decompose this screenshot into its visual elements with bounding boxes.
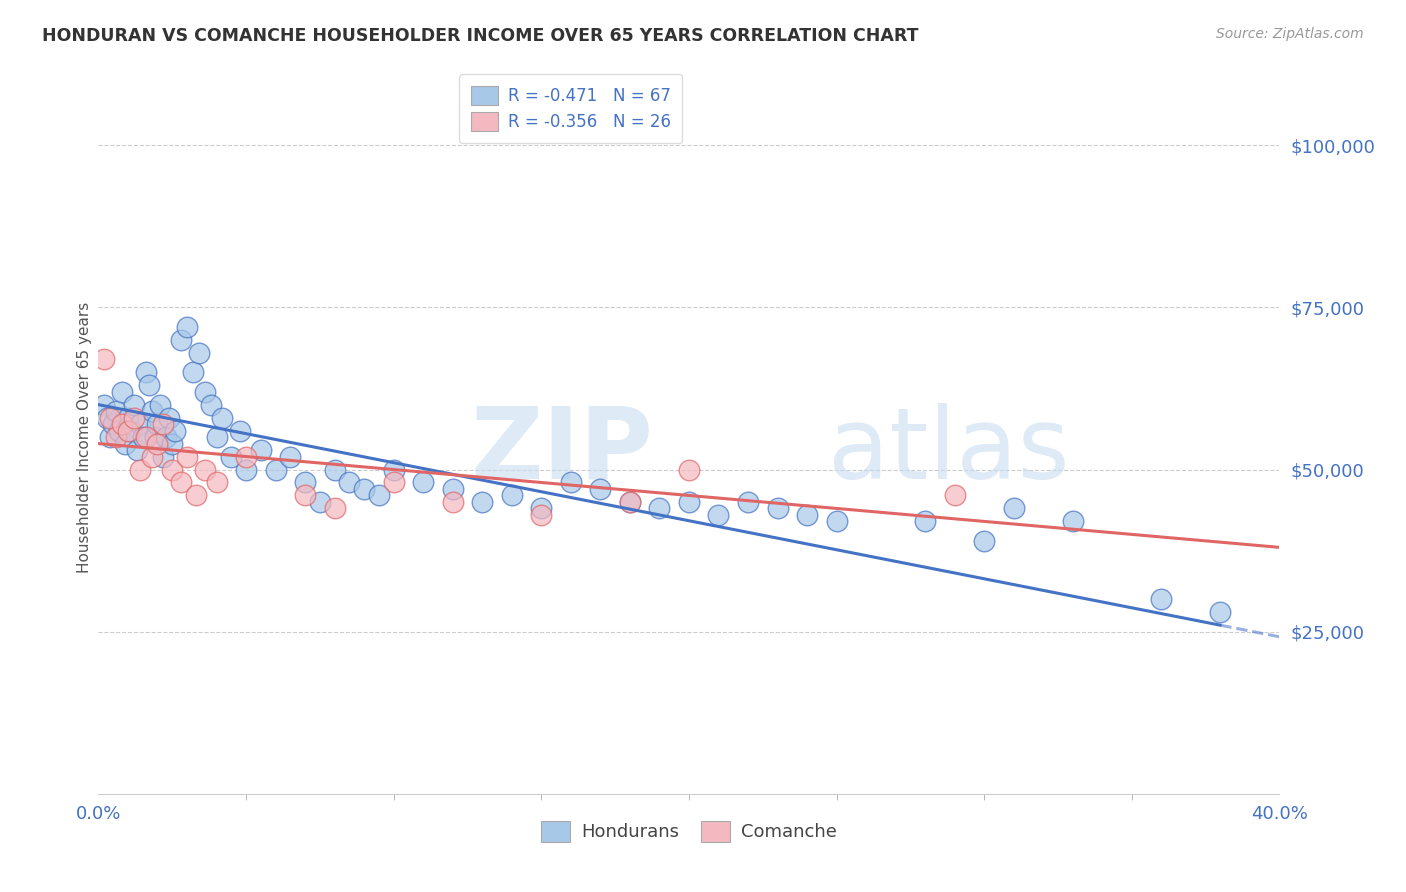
Legend: Hondurans, Comanche: Hondurans, Comanche: [534, 814, 844, 849]
Point: [1209, 605, 1232, 619]
Point: [560, 475, 582, 490]
Point: [141, 404, 163, 418]
Point: [108, 424, 131, 438]
Point: [1062, 515, 1084, 529]
Point: [98, 430, 121, 444]
Point: [205, 475, 228, 490]
Point: [170, 333, 193, 347]
Point: [114, 436, 136, 450]
Text: HONDURAN VS COMANCHE HOUSEHOLDER INCOME OVER 65 YEARS CORRELATION CHART: HONDURAN VS COMANCHE HOUSEHOLDER INCOME …: [42, 27, 918, 45]
Point: [368, 488, 391, 502]
Point: [619, 495, 641, 509]
Point: [105, 430, 128, 444]
Point: [165, 424, 187, 438]
Point: [235, 462, 257, 476]
Point: [111, 417, 134, 431]
Point: [105, 404, 128, 418]
Y-axis label: Householder Income Over 65 years: Householder Income Over 65 years: [77, 301, 91, 573]
Point: [135, 365, 157, 379]
Point: [323, 462, 346, 476]
Point: [146, 436, 169, 450]
Point: [382, 475, 405, 490]
Text: atlas: atlas: [828, 403, 1070, 500]
Point: [117, 424, 139, 438]
Point: [128, 417, 150, 431]
Point: [264, 462, 287, 476]
Point: [914, 515, 936, 529]
Point: [128, 462, 150, 476]
Point: [93, 352, 115, 367]
Point: [211, 410, 233, 425]
Point: [309, 495, 332, 509]
Point: [235, 450, 257, 464]
Point: [323, 501, 346, 516]
Point: [707, 508, 730, 522]
Point: [205, 430, 228, 444]
Point: [122, 398, 145, 412]
Point: [294, 488, 316, 502]
Point: [678, 495, 700, 509]
Point: [441, 482, 464, 496]
Point: [280, 450, 302, 464]
Text: ZIP: ZIP: [471, 403, 654, 500]
Point: [943, 488, 966, 502]
Point: [412, 475, 434, 490]
Point: [120, 424, 142, 438]
Point: [146, 417, 169, 431]
Point: [187, 345, 209, 359]
Point: [766, 501, 789, 516]
Point: [353, 482, 375, 496]
Point: [382, 462, 405, 476]
Point: [530, 508, 553, 522]
Point: [176, 450, 198, 464]
Point: [152, 417, 174, 431]
Point: [229, 424, 252, 438]
Point: [117, 410, 139, 425]
Point: [294, 475, 316, 490]
Point: [157, 410, 180, 425]
Point: [155, 430, 177, 444]
Point: [96, 410, 118, 425]
Point: [825, 515, 848, 529]
Point: [796, 508, 818, 522]
Point: [143, 430, 166, 444]
Point: [111, 384, 134, 399]
Point: [1002, 501, 1025, 516]
Point: [194, 384, 217, 399]
Point: [200, 398, 222, 412]
Point: [138, 378, 160, 392]
Point: [184, 488, 207, 502]
Point: [149, 398, 172, 412]
Text: Source: ZipAtlas.com: Source: ZipAtlas.com: [1216, 27, 1364, 41]
Point: [93, 398, 115, 412]
Point: [135, 430, 157, 444]
Point: [619, 495, 641, 509]
Point: [170, 475, 193, 490]
Point: [125, 443, 148, 458]
Point: [103, 417, 125, 431]
Point: [1150, 592, 1173, 607]
Point: [530, 501, 553, 516]
Point: [678, 462, 700, 476]
Point: [181, 365, 204, 379]
Point: [339, 475, 361, 490]
Point: [501, 488, 523, 502]
Point: [176, 319, 198, 334]
Point: [589, 482, 612, 496]
Point: [221, 450, 243, 464]
Point: [98, 410, 121, 425]
Point: [471, 495, 494, 509]
Point: [737, 495, 759, 509]
Point: [973, 533, 995, 548]
Point: [250, 443, 273, 458]
Point: [141, 450, 163, 464]
Point: [648, 501, 671, 516]
Point: [162, 436, 183, 450]
Point: [132, 430, 155, 444]
Point: [152, 450, 174, 464]
Point: [122, 410, 145, 425]
Point: [194, 462, 217, 476]
Point: [441, 495, 464, 509]
Point: [162, 462, 183, 476]
